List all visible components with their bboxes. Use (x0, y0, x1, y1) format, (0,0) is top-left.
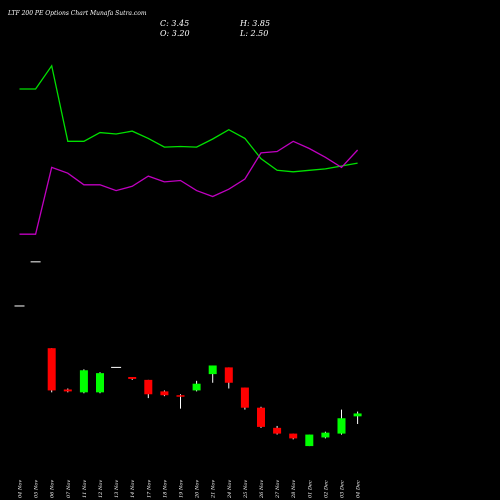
candle-bullish (321, 432, 330, 438)
chart-title: LTF 200 PE Options Chart Munafa Sutra.co… (8, 10, 147, 17)
candle-bullish (192, 383, 201, 391)
x-tick-label: 02 Dec (323, 480, 329, 498)
candle-bullish (96, 373, 104, 393)
x-tick-label: 04 Dec (356, 480, 362, 498)
high-value: H: 3.85 (240, 19, 271, 28)
candle-bearish (63, 389, 72, 392)
open-value: O: 3.20 (160, 29, 190, 38)
x-tick-label: 25 Nov (243, 480, 249, 499)
indicator-line-2 (19, 140, 359, 235)
indicator-line-1 (19, 64, 358, 173)
x-tick-label: 20 Nov (195, 480, 201, 499)
candle-bearish (273, 427, 282, 434)
candle-bearish (257, 407, 265, 427)
candle-bullish (337, 418, 346, 434)
candle-bullish (353, 413, 362, 417)
candle-bearish (289, 433, 298, 439)
candle-bearish (240, 387, 249, 408)
candle-bearish (224, 367, 233, 383)
candle-bullish (79, 370, 88, 393)
x-tick-label: 17 Nov (146, 480, 152, 498)
candle-bullish (208, 365, 217, 375)
x-tick-label: 14 Nov (130, 480, 136, 498)
x-tick-label: 24 Nov (227, 480, 233, 499)
x-tick-label: 11 Nov (82, 480, 88, 498)
x-tick-label: 12 Nov (98, 480, 104, 498)
low-value: L: 2.50 (240, 29, 269, 38)
x-tick-label: 19 Nov (179, 480, 185, 498)
x-tick-label: 13 Nov (114, 480, 120, 498)
candle-bearish (144, 379, 153, 395)
candle-bearish (176, 395, 185, 397)
x-tick-label: 06 Nov (50, 480, 56, 498)
x-tick-label: 04 Nov (18, 480, 24, 498)
candle-bearish (128, 376, 137, 379)
x-tick-label: 21 Nov (211, 480, 217, 499)
x-tick-label: 05 Nov (34, 480, 40, 498)
candle-bearish (47, 348, 56, 391)
x-tick-label: 01 Dec (307, 480, 313, 498)
x-tick-label: 07 Nov (66, 480, 72, 498)
x-tick-label: 28 Nov (291, 480, 297, 499)
close-value: C: 3.45 (160, 19, 190, 28)
candle-bearish (160, 391, 169, 396)
x-tick-label: 26 Nov (259, 480, 265, 499)
candle-bullish (305, 434, 314, 447)
x-tick-label: 27 Nov (275, 480, 281, 499)
x-tick-label: 03 Dec (340, 480, 346, 498)
x-tick-label: 18 Nov (162, 480, 168, 498)
